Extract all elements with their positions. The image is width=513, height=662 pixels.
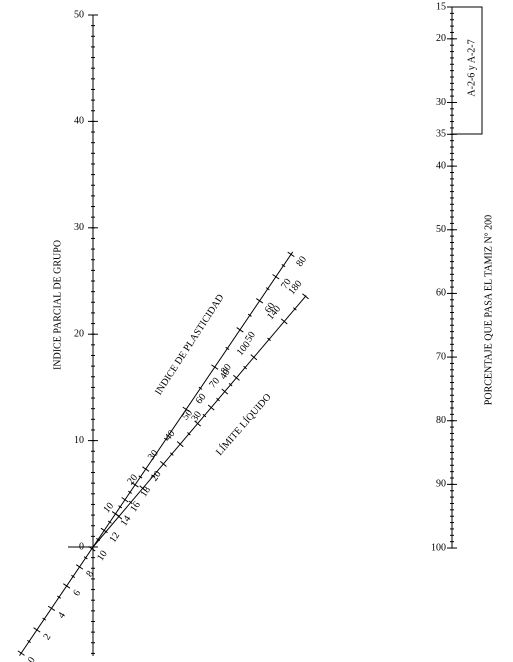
diagonal-tick-label: 60 bbox=[194, 392, 209, 407]
minor-tick bbox=[243, 365, 247, 370]
right-tick-label: 50 bbox=[436, 224, 446, 235]
diagonal-tick-label: 10 bbox=[95, 549, 110, 563]
major-tick bbox=[75, 564, 84, 570]
minor-tick bbox=[163, 437, 168, 441]
minor-tick bbox=[27, 639, 31, 644]
major-tick bbox=[272, 274, 280, 280]
minor-tick bbox=[202, 413, 207, 418]
major-tick bbox=[160, 460, 167, 467]
left-tick-label: 20 bbox=[74, 328, 84, 339]
minor-tick bbox=[118, 505, 123, 509]
right-tick-label: 60 bbox=[436, 288, 446, 299]
major-tick bbox=[88, 545, 96, 552]
major-tick bbox=[221, 388, 229, 395]
liquid-limit-title: LÍMITE LÍQUIDO bbox=[213, 391, 273, 458]
box-label: A-2-6 y A-2-7 bbox=[466, 39, 477, 96]
minor-tick bbox=[198, 386, 203, 390]
major-tick bbox=[115, 513, 123, 520]
diagonal-tick-label: 14 bbox=[119, 514, 134, 528]
minor-tick bbox=[138, 475, 143, 479]
minor-tick bbox=[247, 313, 252, 317]
minor-tick bbox=[42, 617, 47, 621]
major-tick bbox=[176, 441, 184, 448]
minor-tick bbox=[265, 287, 270, 291]
right-tick-label: 30 bbox=[436, 97, 446, 108]
minor-tick bbox=[57, 595, 61, 599]
minor-tick bbox=[187, 432, 191, 436]
minor-tick bbox=[225, 346, 230, 350]
minor-tick bbox=[169, 452, 174, 456]
minor-tick bbox=[267, 337, 271, 342]
minor-tick bbox=[83, 556, 88, 560]
plasticity_index-line bbox=[19, 251, 294, 656]
diagonal-tick-label: 12 bbox=[107, 530, 122, 544]
major-tick bbox=[131, 482, 139, 488]
left-tick-label: 30 bbox=[74, 222, 84, 233]
minor-tick bbox=[228, 383, 233, 387]
right-tick-label: 15 bbox=[436, 1, 446, 12]
right-tick-label: 35 bbox=[436, 129, 446, 140]
diagonal-tick-label: 6 bbox=[71, 588, 83, 598]
minor-tick bbox=[107, 520, 112, 524]
diagonal-tick-label: 4 bbox=[56, 610, 68, 620]
left-tick-label: 0 bbox=[79, 541, 84, 552]
diagonal-tick-label: 20 bbox=[149, 469, 164, 483]
major-tick bbox=[182, 406, 190, 413]
major-tick bbox=[121, 497, 129, 503]
diagonal-tick-label: 20 bbox=[125, 472, 140, 487]
liquid_limit-line bbox=[92, 295, 307, 548]
major-tick bbox=[207, 404, 215, 411]
major-tick bbox=[139, 485, 147, 492]
minor-tick bbox=[128, 490, 132, 494]
diagonal-tick-label: 80 bbox=[294, 254, 309, 268]
major-tick bbox=[17, 650, 25, 656]
minor-tick bbox=[216, 397, 220, 402]
major-tick bbox=[194, 420, 202, 427]
major-tick bbox=[287, 251, 295, 258]
left-tick-label: 40 bbox=[74, 116, 84, 127]
major-tick bbox=[256, 298, 264, 304]
diagonal-tick-label: 8 bbox=[84, 569, 96, 579]
right-tick-label: 90 bbox=[436, 479, 446, 490]
major-tick bbox=[250, 354, 258, 361]
major-tick bbox=[302, 293, 309, 300]
major-tick bbox=[236, 327, 244, 333]
right-tick-label: 80 bbox=[436, 415, 446, 426]
right-tick-label: 20 bbox=[436, 33, 446, 44]
diagonal-tick-label: 70 bbox=[207, 376, 222, 391]
minor-tick bbox=[128, 500, 133, 505]
minor-tick bbox=[293, 307, 297, 311]
right-axis-title: PORCENTAJE QUE PASA EL TAMIZ N° 200 bbox=[483, 215, 494, 405]
minor-tick bbox=[281, 264, 286, 268]
left-tick-label: 10 bbox=[74, 435, 84, 446]
diagonal-tick-label: 0 bbox=[26, 655, 38, 662]
right-tick-label: 40 bbox=[436, 160, 446, 171]
major-tick bbox=[142, 466, 150, 472]
minor-tick bbox=[71, 574, 76, 578]
diagonal-tick-label: 2 bbox=[42, 632, 54, 642]
major-tick bbox=[63, 583, 71, 589]
left-axis-title: INDICE PARCIAL DE GRUPO bbox=[52, 240, 63, 370]
major-tick bbox=[211, 364, 219, 370]
right-tick-label: 70 bbox=[436, 351, 446, 362]
major-tick bbox=[280, 318, 288, 325]
major-tick bbox=[233, 374, 240, 381]
major-tick bbox=[47, 605, 56, 612]
left-tick-label: 50 bbox=[74, 9, 84, 20]
right-tick-label: 100 bbox=[431, 542, 446, 553]
major-tick bbox=[33, 627, 41, 633]
minor-tick bbox=[151, 474, 155, 478]
